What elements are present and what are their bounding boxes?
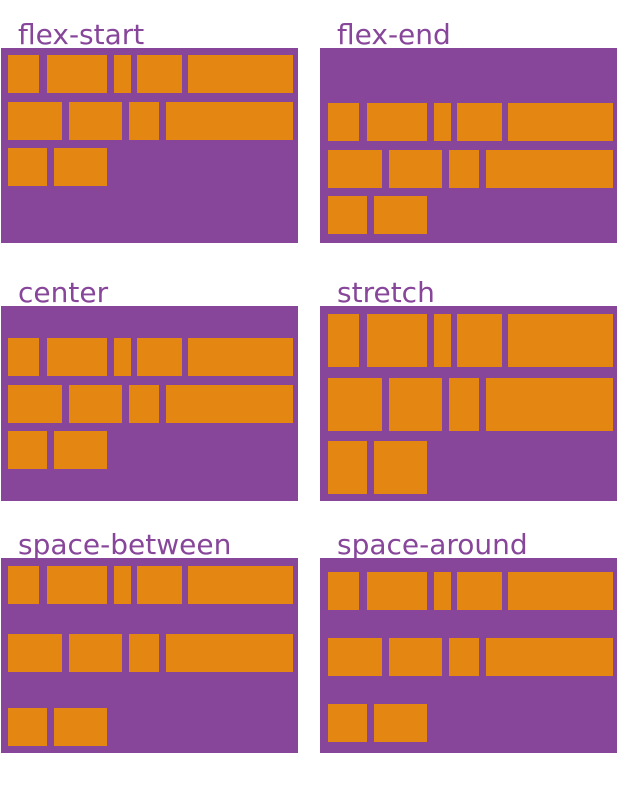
flex-item <box>328 441 367 494</box>
flex-item <box>457 103 502 141</box>
flex-item <box>328 196 367 234</box>
flex-item <box>367 314 427 367</box>
flex-item <box>457 572 502 610</box>
flex-item <box>328 103 359 141</box>
flex-item <box>188 338 293 376</box>
flex-item <box>374 441 427 494</box>
flex-item <box>8 708 47 746</box>
flex-item <box>114 566 131 604</box>
label-flex-start: flex-start <box>18 18 145 51</box>
flex-item <box>54 148 107 186</box>
flex-item <box>166 385 293 423</box>
flex-item <box>8 634 62 672</box>
flex-item <box>449 638 479 676</box>
flex-item <box>114 338 131 376</box>
flex-item <box>129 634 159 672</box>
flex-item <box>114 55 131 93</box>
flex-item <box>47 566 107 604</box>
flex-container-flex-start <box>1 48 298 243</box>
flex-item <box>486 638 613 676</box>
flex-item <box>328 314 359 367</box>
flex-item <box>328 638 382 676</box>
flex-container-space-between <box>1 558 298 753</box>
flex-container-flex-end <box>320 48 617 243</box>
flex-item <box>486 150 613 188</box>
label-center: center <box>18 276 109 309</box>
flex-item <box>8 148 47 186</box>
flex-item <box>328 150 382 188</box>
flex-item <box>129 102 159 140</box>
flex-item <box>8 385 62 423</box>
flex-item <box>434 572 451 610</box>
flex-item <box>434 103 451 141</box>
flex-item <box>166 102 293 140</box>
flex-item <box>328 572 359 610</box>
flex-item <box>508 103 613 141</box>
flex-item <box>389 378 442 431</box>
flex-container-stretch <box>320 306 617 501</box>
flex-item <box>8 566 39 604</box>
label-stretch: stretch <box>337 276 435 309</box>
flex-item <box>54 708 107 746</box>
flex-item <box>457 314 502 367</box>
flex-item <box>508 572 613 610</box>
flex-item <box>367 572 427 610</box>
label-flex-end: flex-end <box>337 18 451 51</box>
flex-item <box>389 150 442 188</box>
flex-item <box>8 55 39 93</box>
flex-item <box>69 634 122 672</box>
flex-item <box>449 378 479 431</box>
flex-item <box>328 704 367 742</box>
flex-item <box>166 634 293 672</box>
flex-item <box>374 704 427 742</box>
flex-item <box>434 314 451 367</box>
flex-item <box>137 566 182 604</box>
label-space-around: space-around <box>337 528 528 561</box>
flex-item <box>69 385 122 423</box>
flex-item <box>188 55 293 93</box>
flex-item <box>47 338 107 376</box>
flex-item <box>54 431 107 469</box>
flex-item <box>8 431 47 469</box>
flex-item <box>137 338 182 376</box>
flex-item <box>137 55 182 93</box>
flex-item <box>508 314 613 367</box>
flex-container-space-around <box>320 558 617 753</box>
flex-item <box>367 103 427 141</box>
flex-item <box>328 378 382 431</box>
flex-item <box>69 102 122 140</box>
flex-container-center <box>1 306 298 501</box>
flex-item <box>374 196 427 234</box>
flex-item <box>129 385 159 423</box>
flex-item <box>389 638 442 676</box>
flex-item <box>449 150 479 188</box>
flex-item <box>8 102 62 140</box>
flex-item <box>8 338 39 376</box>
label-space-between: space-between <box>18 528 232 561</box>
flex-item <box>47 55 107 93</box>
flex-item <box>486 378 613 431</box>
flex-item <box>188 566 293 604</box>
